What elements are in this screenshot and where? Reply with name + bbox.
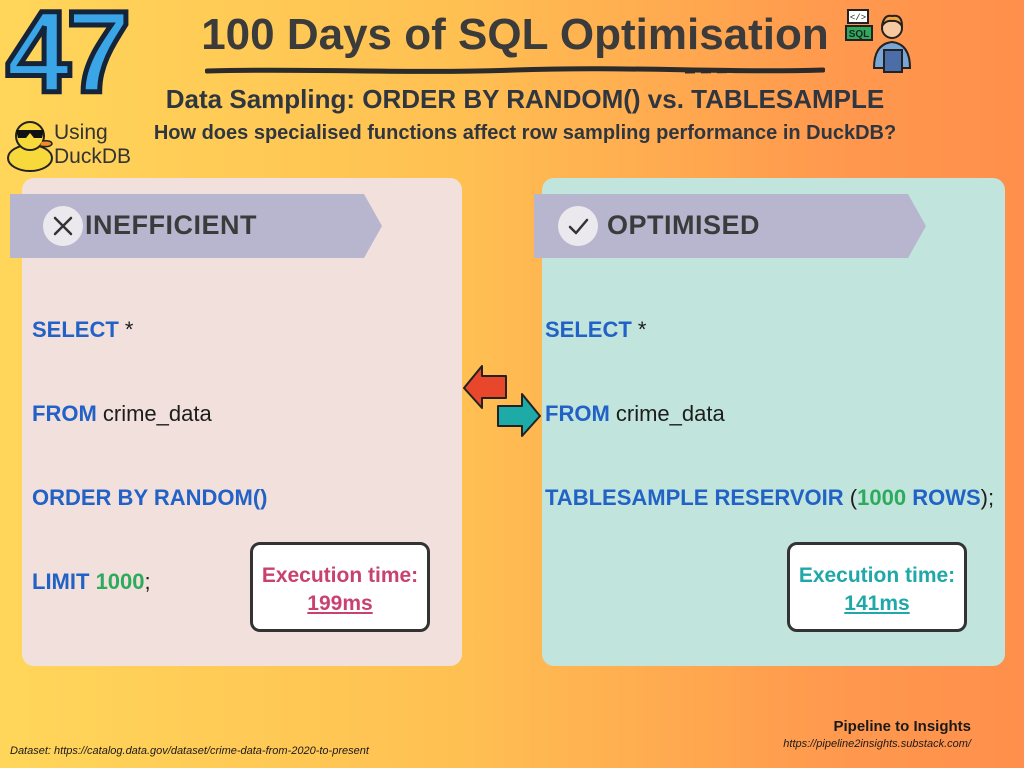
sql-keyword: FROM (545, 401, 610, 426)
sql-keyword: ORDER BY RANDOM() (32, 485, 268, 510)
optimised-heading: OPTIMISED (607, 210, 761, 240)
question: How does specialised functions affect ro… (153, 122, 897, 144)
sql-keyword: FROM (32, 401, 97, 426)
developer-sql-icon: </> SQL (845, 9, 912, 73)
sql-keyword: ROWS (912, 485, 981, 510)
title-underline (205, 66, 825, 74)
footer-brand: Pipeline to Insights (833, 718, 971, 735)
dataset-source: Dataset: https://catalog.data.gov/datase… (10, 745, 369, 757)
sql-keyword: SELECT (32, 317, 119, 342)
optimised-code: SELECT * FROM crime_data TABLESAMPLE RES… (545, 260, 994, 540)
inefficient-exec-box: Execution time: 199ms (250, 542, 430, 632)
sql-number: 1000 (95, 569, 145, 594)
svg-text:</>: </> (850, 13, 866, 23)
code-line: LIMIT 1000; (32, 568, 267, 596)
code-line: SELECT * (545, 316, 994, 344)
sql-text: * (118, 317, 134, 342)
x-circle-icon (43, 206, 83, 246)
optimised-banner (534, 194, 926, 258)
sql-text: ( (843, 485, 858, 510)
code-line: ORDER BY RANDOM() (32, 484, 267, 512)
optimised-exec-box: Execution time: 141ms (787, 542, 967, 632)
sql-keyword: TABLESAMPLE RESERVOIR (545, 485, 844, 510)
inefficient-heading: INEFFICIENT (85, 210, 257, 240)
check-circle-icon (558, 206, 598, 246)
swap-arrows-icon (463, 365, 541, 437)
exec-label: Execution time: (798, 564, 956, 587)
svg-text:SQL: SQL (849, 29, 870, 40)
tool-label-line1: Using (54, 121, 108, 144)
exec-label: Execution time: (261, 564, 419, 587)
sql-text: ; (144, 569, 151, 594)
sql-text: crime_data (96, 401, 212, 426)
sql-number: 1000 (857, 485, 907, 510)
duckdb-duck-icon (7, 121, 53, 172)
tool-label: Using DuckDB (54, 121, 131, 169)
inefficient-code: SELECT * FROM crime_data ORDER BY RANDOM… (32, 260, 267, 624)
sql-text: * (631, 317, 647, 342)
sql-text: crime_data (609, 401, 725, 426)
code-line: TABLESAMPLE RESERVOIR (1000 ROWS); (545, 484, 994, 512)
exec-time-value: 141ms (844, 592, 910, 615)
sql-text: ); (980, 485, 995, 510)
page-title: 100 Days of SQL Optimisation (201, 10, 829, 59)
sql-keyword: LIMIT (32, 569, 90, 594)
code-line: FROM crime_data (32, 400, 267, 428)
code-line: SELECT * (32, 316, 267, 344)
day-number: 47 (3, 0, 133, 117)
footer-url-link[interactable]: https://pipeline2insights.substack.com/ (783, 738, 971, 750)
exec-time-value: 199ms (307, 592, 373, 615)
sql-keyword: SELECT (545, 317, 632, 342)
tool-label-line2: DuckDB (54, 145, 132, 168)
subtitle: Data Sampling: ORDER BY RANDOM() vs. TAB… (165, 84, 885, 114)
code-line: FROM crime_data (545, 400, 994, 428)
